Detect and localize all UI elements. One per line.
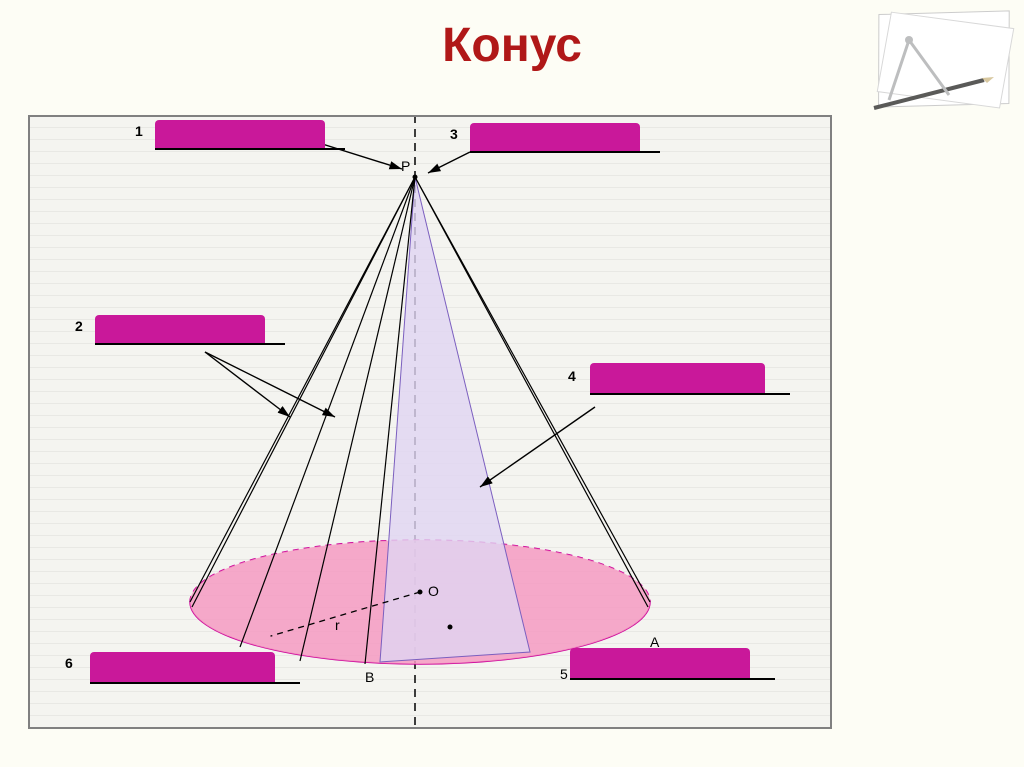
- label-box-3: [470, 123, 640, 151]
- label-box-2: [95, 315, 265, 343]
- diagram-frame: P O r B A 5: [28, 115, 832, 729]
- label-box-1: [155, 120, 325, 148]
- notepad-decoration: [854, 0, 1024, 130]
- label-number-6: 6: [65, 655, 73, 671]
- svg-text:O: O: [428, 583, 439, 599]
- label-box-5: [570, 648, 750, 678]
- label-underline-3: [470, 151, 660, 153]
- svg-text:P: P: [401, 158, 410, 174]
- svg-text:5: 5: [560, 666, 568, 682]
- label-underline-6: [90, 682, 300, 684]
- label-box-4: [590, 363, 765, 393]
- label-underline-2: [95, 343, 285, 345]
- label-box-6: [90, 652, 275, 682]
- label-underline-1: [155, 148, 345, 150]
- label-number-1: 1: [135, 123, 143, 139]
- label-number-3: 3: [450, 126, 458, 142]
- label-number-2: 2: [75, 318, 83, 334]
- label-number-4: 4: [568, 368, 576, 384]
- label-underline-5: [570, 678, 775, 680]
- cone-diagram: P O r B A 5: [30, 117, 830, 727]
- label-underline-4: [590, 393, 790, 395]
- svg-text:r: r: [335, 617, 340, 633]
- svg-text:B: B: [365, 669, 374, 685]
